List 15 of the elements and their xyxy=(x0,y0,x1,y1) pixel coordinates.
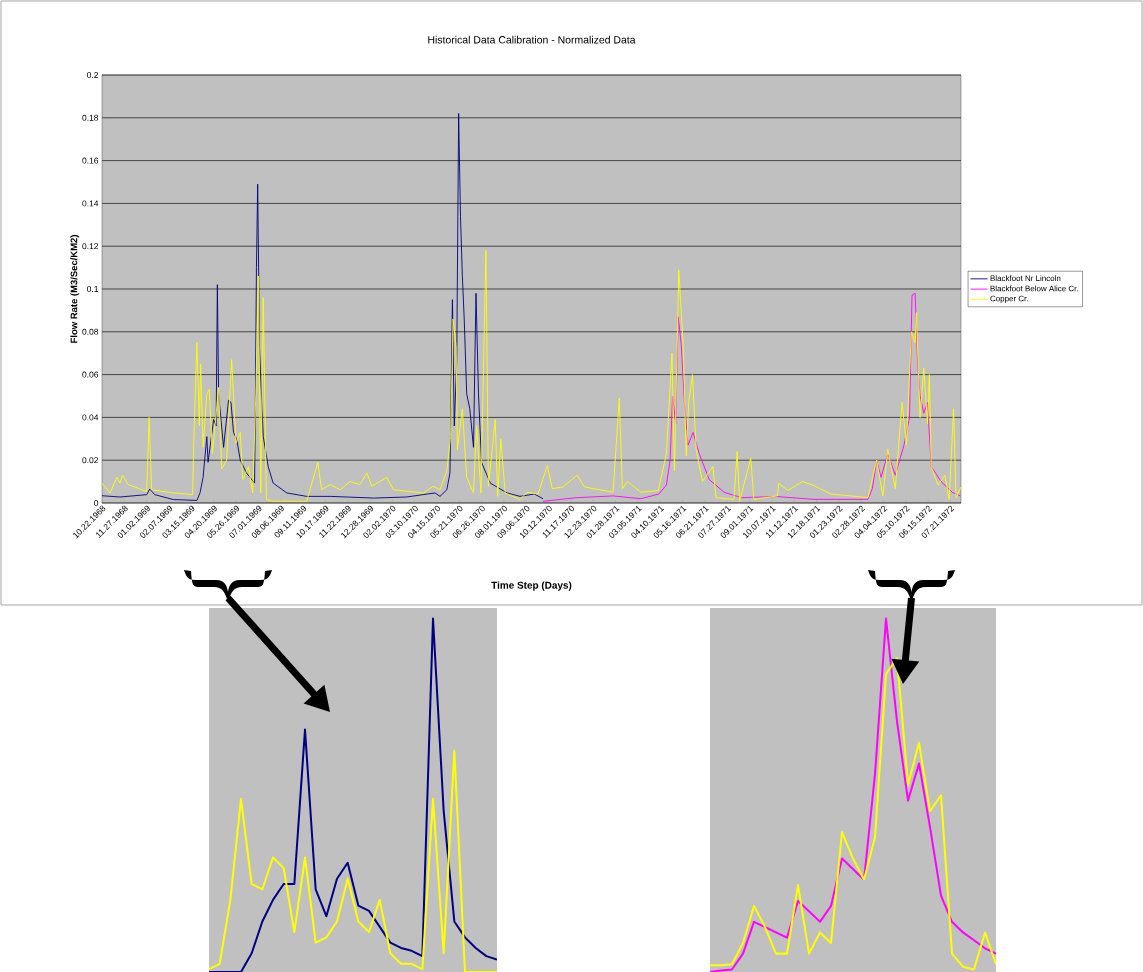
y-tick-label: 0.02 xyxy=(82,457,99,464)
y-tick-label: 0.2 xyxy=(87,72,99,78)
y-tick-label: 0.18 xyxy=(82,114,99,121)
y-tick-label: 0 xyxy=(94,500,99,506)
chart-title: Historical Data Calibration - Normalized Data xyxy=(428,35,636,44)
x-axis-title: Time Step (Days) xyxy=(491,581,572,591)
line-series xyxy=(102,113,544,501)
y-tick-label: 0.04 xyxy=(82,414,99,421)
y-tick-label: 0.06 xyxy=(82,371,99,378)
y-axis-title: Flow Rate (M3/Sec/KM2) xyxy=(70,235,80,343)
y-tick-label: 0.16 xyxy=(82,157,99,164)
y-tick-label: 0.08 xyxy=(82,328,99,335)
y-tick-label: 0.1 xyxy=(87,286,99,292)
y-tick-label: 0.12 xyxy=(82,243,99,250)
y-tick-label: 0.14 xyxy=(82,200,99,207)
